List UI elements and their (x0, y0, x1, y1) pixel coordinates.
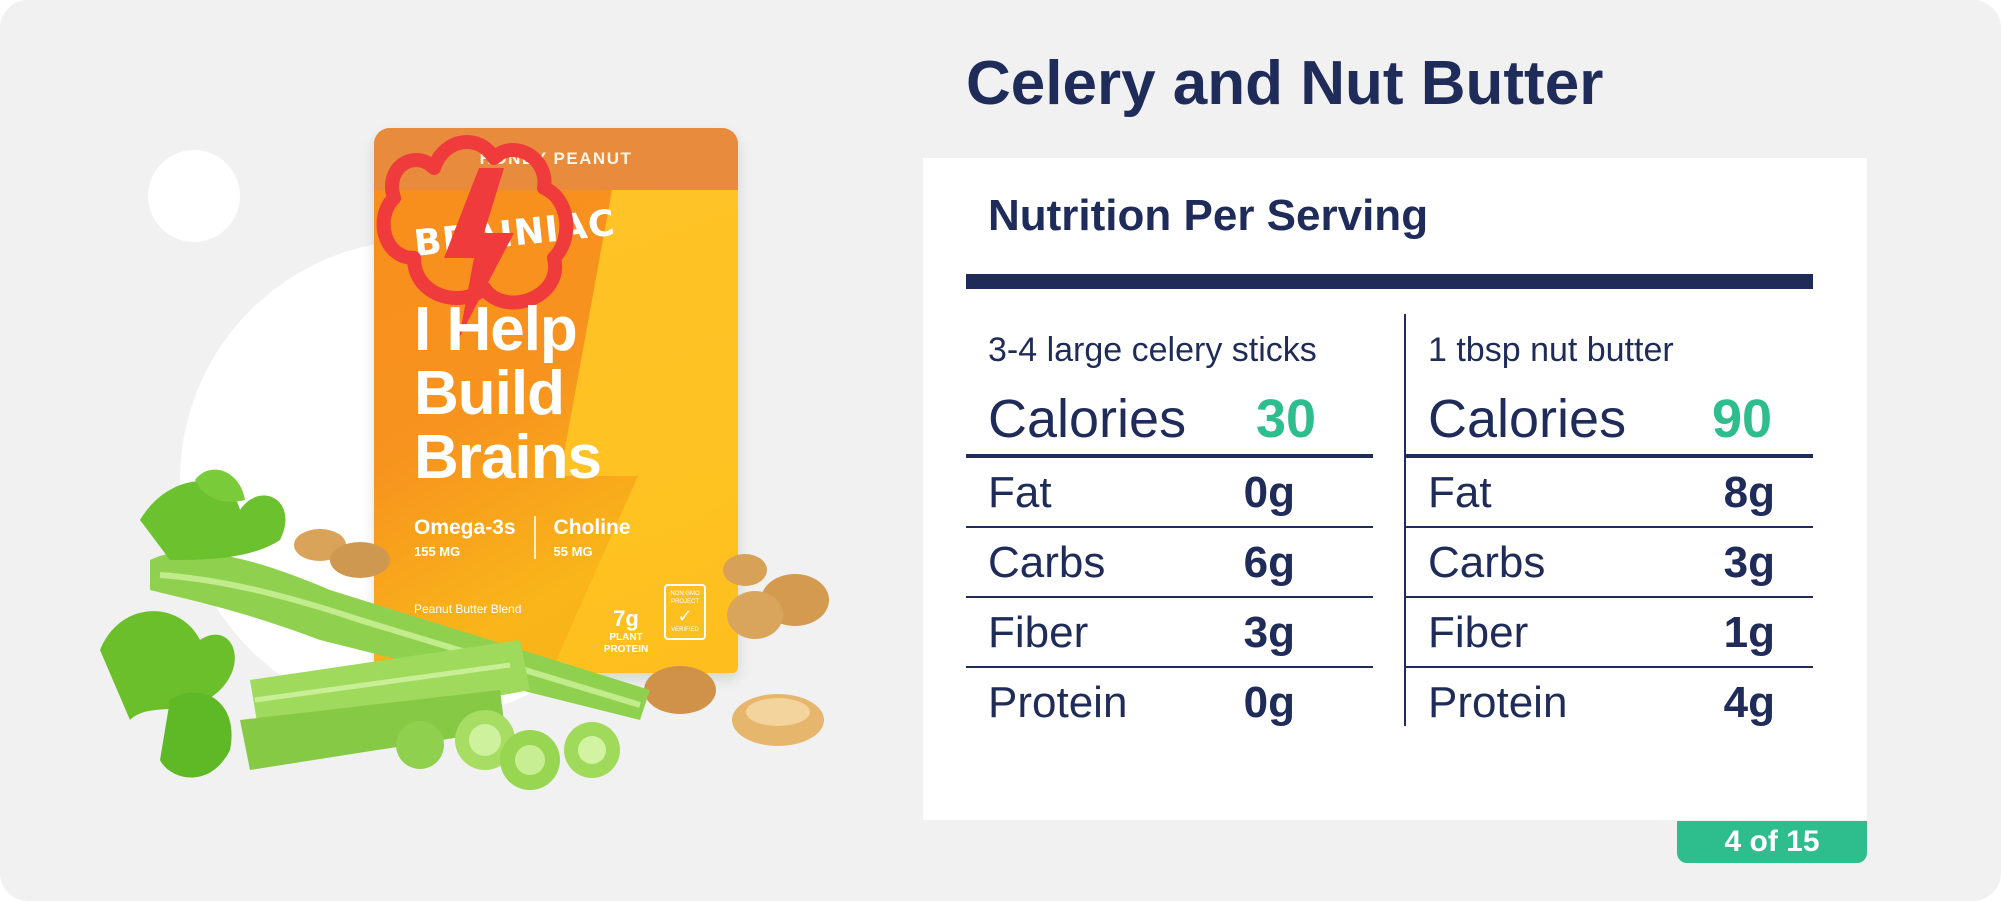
seal-check-icon: ✓ (677, 606, 693, 626)
pouch-nutrients: Omega-3s 155 MG Choline 55 MG (414, 516, 649, 559)
calories-value: 90 (1712, 389, 1773, 449)
nutrition-heading: Nutrition Per Serving (988, 191, 1429, 240)
headline-line: I Help (414, 295, 578, 364)
nutrient-value: 3g (1723, 538, 1775, 587)
serving-size: 1 tbsp nut butter (1428, 331, 1674, 369)
celery-icons (100, 469, 650, 790)
nutrient-label: Carbs (988, 538, 1106, 587)
nutrient-row: Fat 0g (966, 458, 1373, 528)
page-title: Celery and Nut Butter (966, 49, 1604, 118)
calories-row: Calories 30 (966, 384, 1373, 458)
pouch-nutrient: Omega-3s 155 MG (414, 516, 534, 559)
nutrient-row: Protein 4g (1406, 668, 1813, 736)
nutrient-label: Fiber (988, 608, 1089, 657)
product-illustration: HONEY PEANUT BRAINIAC I Help Build Brain… (0, 0, 900, 901)
nutrient-value: 4g (1723, 678, 1775, 727)
pouch-protein: 7g PLANT PROTEIN (596, 606, 656, 656)
seal-verified: VERIFIED (671, 627, 699, 633)
protein-label: PLANT PROTEIN (603, 632, 649, 655)
nutrient-label: Fat (1428, 468, 1492, 517)
pouch-blend: Peanut Butter Blend (414, 602, 522, 616)
nutrient-row: Carbs 6g (966, 528, 1373, 598)
nutrient-name: Choline (553, 516, 631, 539)
pouch-headline: I Help Build Brains (414, 298, 714, 490)
nutrient-label: Fat (988, 468, 1052, 517)
food-shapes (100, 469, 829, 790)
nutrition-panel: Nutrition Per Serving 3-4 large celery s… (923, 158, 1867, 820)
nutrient-row: Fiber 3g (966, 598, 1373, 668)
nutrient-label: Carbs (1428, 538, 1546, 587)
heading-rule (966, 274, 1813, 289)
product-pouch: HONEY PEANUT BRAINIAC I Help Build Brain… (374, 128, 738, 673)
headline-line: Build (414, 359, 565, 428)
seal-text: NON GMO PROJECT (670, 591, 700, 605)
protein-amount: 7g (613, 606, 639, 631)
serving-size: 3-4 large celery sticks (988, 331, 1317, 369)
nutrient-value: 8g (1723, 468, 1775, 517)
calories-row: Calories 90 (1406, 384, 1813, 458)
calories-label: Calories (988, 389, 1187, 449)
nutrient-value: 0g (1243, 468, 1295, 517)
column-divider (1404, 314, 1406, 726)
nutrient-value: 6g (1243, 538, 1295, 587)
non-gmo-seal: NON GMO PROJECT ✓ VERIFIED (664, 584, 706, 640)
nutrient-row: Carbs 3g (1406, 528, 1813, 598)
nutrient-amount: 55 MG (553, 544, 593, 559)
nutrient-value: 0g (1243, 678, 1295, 727)
headline-line: Brains (414, 423, 602, 492)
peanut-icons (294, 529, 829, 746)
nutrient-row: Fiber 1g (1406, 598, 1813, 668)
nutrient-row: Protein 0g (966, 668, 1373, 736)
pouch-nutrient: Choline 55 MG (533, 516, 649, 559)
brain-bolt-icon (376, 135, 574, 338)
nutrient-row: Fat 8g (1406, 458, 1813, 528)
nutrient-label: Fiber (1428, 608, 1529, 657)
nutrient-label: Protein (988, 678, 1128, 727)
nutrient-amount: 155 MG (414, 544, 461, 559)
nutrient-name: Omega-3s (414, 516, 516, 539)
pagination-badge: 4 of 15 (1677, 821, 1867, 863)
calories-value: 30 (1256, 389, 1317, 449)
nutrient-value: 3g (1243, 608, 1295, 657)
calories-label: Calories (1428, 389, 1627, 449)
nutrient-label: Protein (1428, 678, 1568, 727)
nutrient-value: 1g (1723, 608, 1775, 657)
